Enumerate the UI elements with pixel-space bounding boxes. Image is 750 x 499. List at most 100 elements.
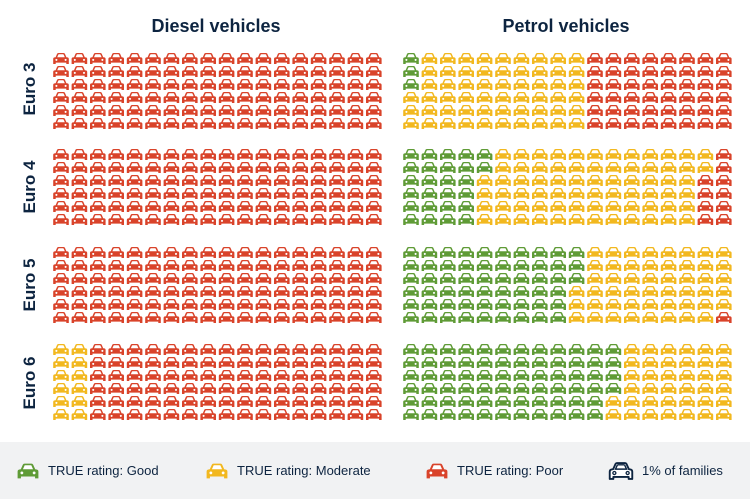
car-icon-moderate: [532, 201, 548, 212]
car-icon-moderate: [716, 370, 732, 381]
legend-label-unit: 1% of families: [642, 463, 723, 478]
car-icon-good: [403, 299, 419, 310]
car-icon-moderate: [642, 188, 658, 199]
car-icon-moderate: [679, 201, 695, 212]
car-icon-good: [532, 357, 548, 368]
car-icon-moderate: [476, 53, 493, 64]
car-icon-good: [440, 201, 456, 212]
car-icon-moderate: [476, 214, 493, 225]
car-icon-moderate: [605, 149, 622, 160]
car-icon-poor: [292, 214, 308, 225]
car-icon-moderate: [440, 66, 456, 77]
car-icon-moderate: [679, 312, 695, 323]
car-icon-moderate: [716, 344, 732, 355]
car-icon-moderate: [568, 175, 585, 186]
car-icon-poor: [71, 201, 88, 212]
car-icon-good: [458, 162, 474, 173]
car-icon-good: [550, 396, 566, 407]
car-icon-moderate: [679, 344, 695, 355]
car-icon-good: [513, 286, 530, 297]
car-icon-poor: [274, 105, 290, 116]
car-icon-moderate: [697, 299, 714, 310]
car-icon-poor: [679, 53, 695, 64]
car-icon-poor: [218, 409, 235, 420]
car-icon-moderate: [660, 201, 677, 212]
car-icon-moderate: [53, 383, 69, 394]
car-icon-poor: [163, 53, 180, 64]
car-icon-poor: [366, 201, 382, 212]
car-icon-poor: [163, 79, 180, 90]
car-icon-moderate: [660, 312, 677, 323]
car-icon-good: [476, 396, 493, 407]
car-icon-poor: [310, 53, 327, 64]
car-icon-poor: [145, 396, 161, 407]
car-icon-good: [476, 357, 493, 368]
car-icon-poor: [108, 66, 124, 77]
car-icon-poor: [605, 118, 622, 129]
car-icon-moderate: [568, 188, 585, 199]
car-icon-poor-shape: [426, 463, 448, 478]
car-icon-moderate: [679, 273, 695, 284]
car-icon-moderate: [513, 53, 530, 64]
car-icon-good: [421, 370, 438, 381]
car-icon-moderate: [587, 247, 603, 258]
car-icon-poor: [163, 357, 180, 368]
car-icon-poor: [587, 118, 603, 129]
car-icon-poor: [218, 247, 235, 258]
car-icon-poor: [53, 66, 69, 77]
car-icon-poor: [237, 162, 253, 173]
car-icon-good: [532, 260, 548, 271]
car-icon-good: [421, 149, 438, 160]
car-icon-poor: [200, 66, 216, 77]
car-icon-poor: [347, 409, 364, 420]
car-icon-moderate: [697, 312, 714, 323]
car-icon-good: [458, 214, 474, 225]
car-icon-poor: [126, 53, 143, 64]
car-icon-moderate: [679, 175, 695, 186]
car-icon-poor: [108, 273, 124, 284]
car-icon-poor: [126, 299, 143, 310]
car-icon-moderate: [679, 260, 695, 271]
car-icon-moderate: [642, 260, 658, 271]
car-icon-good: [532, 273, 548, 284]
car-icon-poor: [255, 357, 272, 368]
car-icon-poor: [108, 188, 124, 199]
car-icon-moderate: [568, 105, 585, 116]
car-icon-good: [568, 409, 585, 420]
car-icon-poor: [642, 118, 658, 129]
car-icon-good: [587, 396, 603, 407]
car-icon-poor: [274, 92, 290, 103]
car-icon-poor: [126, 286, 143, 297]
car-icon-moderate: [587, 175, 603, 186]
car-icon-poor: [218, 312, 235, 323]
car-icon-green: [17, 463, 39, 478]
car-icon-poor: [329, 357, 345, 368]
car-icon-poor: [182, 273, 198, 284]
car-icon-poor: [347, 344, 364, 355]
car-icon-poor: [126, 105, 143, 116]
car-icon-poor: [329, 409, 345, 420]
car-icon-poor: [366, 92, 382, 103]
car-icon-poor: [624, 66, 640, 77]
car-icon-poor: [274, 175, 290, 186]
car-icon-poor: [329, 396, 345, 407]
car-icon-poor: [237, 247, 253, 258]
car-icon-poor: [182, 260, 198, 271]
car-icon-moderate: [440, 79, 456, 90]
car-icon-poor: [274, 53, 290, 64]
car-icon-poor: [274, 214, 290, 225]
legend-item-moderate: TRUE rating: Moderate: [205, 442, 371, 499]
car-icon-poor: [347, 162, 364, 173]
car-icon-poor: [716, 118, 732, 129]
car-icon-moderate: [532, 188, 548, 199]
car-icon-moderate: [679, 149, 695, 160]
car-icon-moderate: [605, 260, 622, 271]
car-icon-poor: [163, 175, 180, 186]
car-icon-poor: [310, 79, 327, 90]
car-icon-moderate: [440, 105, 456, 116]
car-icon-poor: [200, 286, 216, 297]
car-icon-good: [513, 344, 530, 355]
car-icon-moderate: [532, 66, 548, 77]
car-icon-poor: [200, 214, 216, 225]
legend-label-poor: TRUE rating: Poor: [457, 463, 564, 478]
